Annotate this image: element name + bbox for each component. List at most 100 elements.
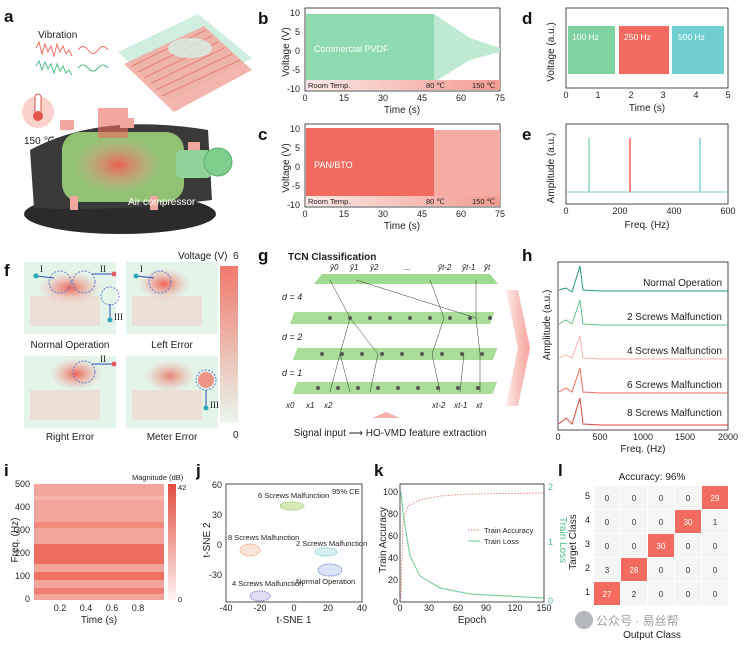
colorbar-max: 6 bbox=[233, 251, 239, 262]
watermark-text: 公众号 · 易丝帮 bbox=[596, 614, 679, 628]
matrix-cell bbox=[702, 534, 728, 557]
tcn-output-layer bbox=[314, 274, 498, 284]
x-tick: 75 bbox=[495, 209, 505, 219]
matrix-value: 3 bbox=[605, 566, 610, 575]
panel-j-frame bbox=[225, 483, 363, 603]
marker-III: III bbox=[210, 400, 219, 410]
tcn-layer-d4 bbox=[290, 312, 495, 324]
y2-tick: 1 bbox=[548, 537, 553, 547]
panel-k: Train Accuracy 100 80 60 40 20 0 Train A… bbox=[378, 482, 568, 626]
tcn-nodes bbox=[316, 316, 492, 390]
cluster-6-screws bbox=[279, 501, 305, 511]
confusion-matrix: 0 0 0 0 29 0 0 0 30 1 0 0 30 0 0 3 28 0 0 0 27 2 0 0 0 bbox=[594, 486, 728, 605]
x-tick: 75 bbox=[495, 93, 505, 103]
matrix-value: 0 bbox=[659, 518, 664, 527]
matrix-value: 2 bbox=[632, 590, 637, 599]
panel-k-ylabel: Train Accuracy bbox=[378, 507, 389, 573]
x-tick: 2000 bbox=[718, 432, 738, 442]
panel-f: Voltage (V) 6 0 I II III Normal Operatio… bbox=[24, 251, 239, 443]
panel-c-signal-hot bbox=[434, 130, 500, 200]
panel-b-xlabel: Time (s) bbox=[384, 105, 420, 116]
marker-I: I bbox=[40, 264, 43, 274]
matrix-cell bbox=[675, 558, 701, 581]
x-tick: 60 bbox=[456, 93, 466, 103]
panel-letter-b: b bbox=[258, 9, 268, 28]
y-tick: -5 bbox=[292, 181, 300, 191]
y-tick: 300 bbox=[15, 525, 30, 535]
tcn-title: TCN Classification bbox=[288, 252, 376, 263]
panel-d-xticks: 0 1 2 3 4 5 bbox=[563, 90, 730, 100]
x-tick: 0 bbox=[302, 209, 307, 219]
matrix-value: 0 bbox=[605, 494, 610, 503]
matrix-cell bbox=[648, 486, 674, 509]
matrix-cell bbox=[648, 582, 674, 605]
x-tick: 200 bbox=[612, 206, 627, 216]
tcn-connections bbox=[329, 279, 481, 393]
panel-d-ylabel: Voltage (a.u.) bbox=[546, 22, 557, 81]
temperature-label: 150 ℃ bbox=[24, 136, 55, 147]
x-tick: 40 bbox=[357, 603, 367, 613]
colorbar-max: 42 bbox=[178, 483, 186, 492]
colorbar-min: 0 bbox=[178, 595, 182, 604]
spectrum-4-screws bbox=[558, 335, 728, 360]
y-tick: 100 bbox=[383, 487, 398, 497]
panel-j-xticks: -40 -20 0 20 40 bbox=[219, 603, 367, 613]
matrix-value: 0 bbox=[605, 518, 610, 527]
room-temp-label: Room Temp. bbox=[308, 81, 350, 90]
panel-b-decay bbox=[434, 14, 500, 82]
panel-b: Voltage (V) 10 5 0 -5 -10 Commercial PVD… bbox=[281, 7, 505, 116]
x-label: x1 bbox=[305, 401, 314, 410]
panel-c-series: PAN/BTO bbox=[314, 160, 353, 170]
matrix-cell bbox=[594, 534, 620, 557]
matrix-cell bbox=[648, 558, 674, 581]
matrix-cell bbox=[621, 534, 647, 557]
panel-a-illustration: Vibration 150 ℃ Air compressor bbox=[22, 14, 252, 234]
colorbar-min: 0 bbox=[233, 430, 239, 441]
matrix-cell bbox=[675, 486, 701, 509]
t150-label: 150 ℃ bbox=[472, 81, 496, 90]
matrix-value: 0 bbox=[713, 542, 718, 551]
yhat-label: ŷt-2 bbox=[437, 263, 452, 272]
spectrum-label: 8 Screws Malfunction bbox=[627, 408, 722, 419]
air-compressor-label: Air compressor bbox=[128, 197, 196, 208]
freq-label-100: 100 Hz bbox=[572, 32, 599, 42]
panel-i-ylabel: Freq. (Hz) bbox=[10, 518, 21, 563]
matrix-value: 0 bbox=[632, 542, 637, 551]
train-loss-curve bbox=[400, 491, 544, 599]
x-tick: 60 bbox=[453, 603, 463, 613]
panel-l-row-labels: 5 4 3 2 1 bbox=[585, 491, 590, 597]
freq-label-500: 500 Hz bbox=[678, 32, 705, 42]
panel-l-xlabel: Output Class bbox=[623, 630, 681, 641]
matrix-cell bbox=[621, 486, 647, 509]
x-tick: 5 bbox=[725, 90, 730, 100]
row-label: 3 bbox=[585, 539, 590, 549]
panel-l-ylabel: Target Class bbox=[568, 514, 579, 570]
matrix-cell bbox=[594, 582, 620, 605]
dilation-1: d = 1 bbox=[282, 368, 302, 378]
x-tick: 0 bbox=[291, 603, 296, 613]
y-tick: 0 bbox=[25, 594, 30, 604]
panel-g: TCN Classification bbox=[282, 252, 530, 439]
room-temp-label: Room Temp. bbox=[308, 197, 350, 206]
panel-k-ylabel2: Train Loss bbox=[557, 517, 568, 563]
panel-letter-i: i bbox=[4, 461, 9, 480]
spectrum-label: 6 Screws Malfunction bbox=[627, 380, 722, 391]
row-label: 2 bbox=[585, 563, 590, 573]
x-label: xt-1 bbox=[453, 401, 467, 410]
spectrum-label: 2 Screws Malfunction bbox=[627, 312, 722, 323]
panel-h-ylabel: Amplitude (a.u.) bbox=[542, 290, 553, 361]
train-accuracy-curve bbox=[400, 492, 544, 599]
matrix-cell bbox=[702, 582, 728, 605]
tcn-bottom-caption: Signal input ⟶ HO-VMD feature extraction bbox=[294, 428, 487, 439]
x-tick: 0.2 bbox=[54, 603, 67, 613]
cluster-2-screws bbox=[314, 547, 338, 557]
marker-I: I bbox=[140, 264, 143, 274]
panel-j-xlabel: t-SNE 1 bbox=[276, 615, 311, 626]
panel-i: Freq. (Hz) 500 400 300 200 100 0 Magnitu… bbox=[10, 473, 186, 626]
state-left-label: Left Error bbox=[151, 340, 193, 351]
panel-e-frame bbox=[565, 123, 729, 205]
panel-c-xticks: 0 15 30 45 60 75 bbox=[302, 209, 505, 219]
x-tick: 400 bbox=[666, 206, 681, 216]
vibration-wave-red bbox=[35, 40, 73, 58]
